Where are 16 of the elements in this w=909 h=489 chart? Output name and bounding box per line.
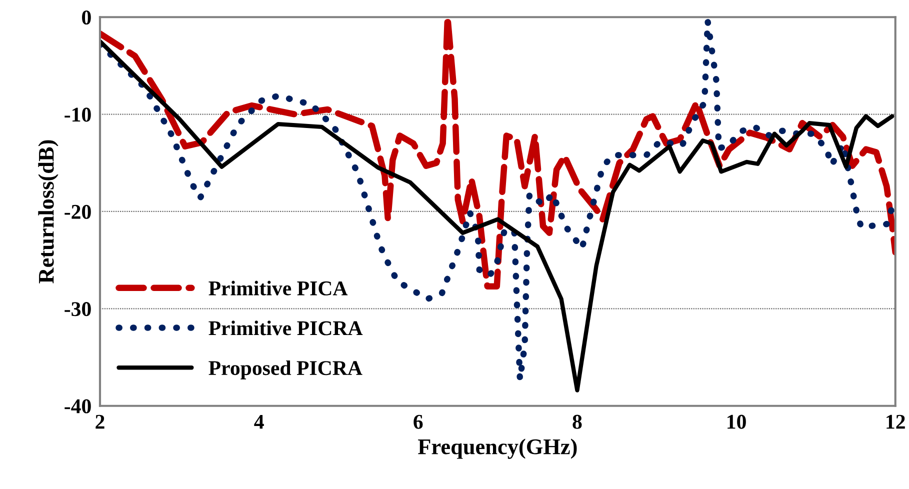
y-tick-label: -30: [64, 302, 91, 316]
y-tick-label: 0: [82, 10, 91, 25]
legend-label: Primitive PICRA: [208, 320, 363, 336]
y-axis-title: Returnloss(dB): [38, 140, 58, 284]
x-axis-title: Frequency(GHz): [418, 438, 577, 459]
legend-label: Proposed PICRA: [208, 360, 362, 380]
x-tick-label: 6: [414, 414, 423, 429]
y-tick-label: -40: [64, 399, 91, 414]
x-tick-label: 4: [254, 414, 264, 429]
x-tick-label: 2: [96, 414, 104, 429]
x-tick-label: 12: [886, 414, 905, 429]
y-tick-label: -20: [64, 204, 91, 219]
x-tick-label: 8: [572, 414, 582, 429]
y-tick-label: -10: [64, 108, 91, 122]
legend-label: Primitive PICA: [208, 280, 348, 296]
x-tick-label: 10: [728, 414, 746, 429]
